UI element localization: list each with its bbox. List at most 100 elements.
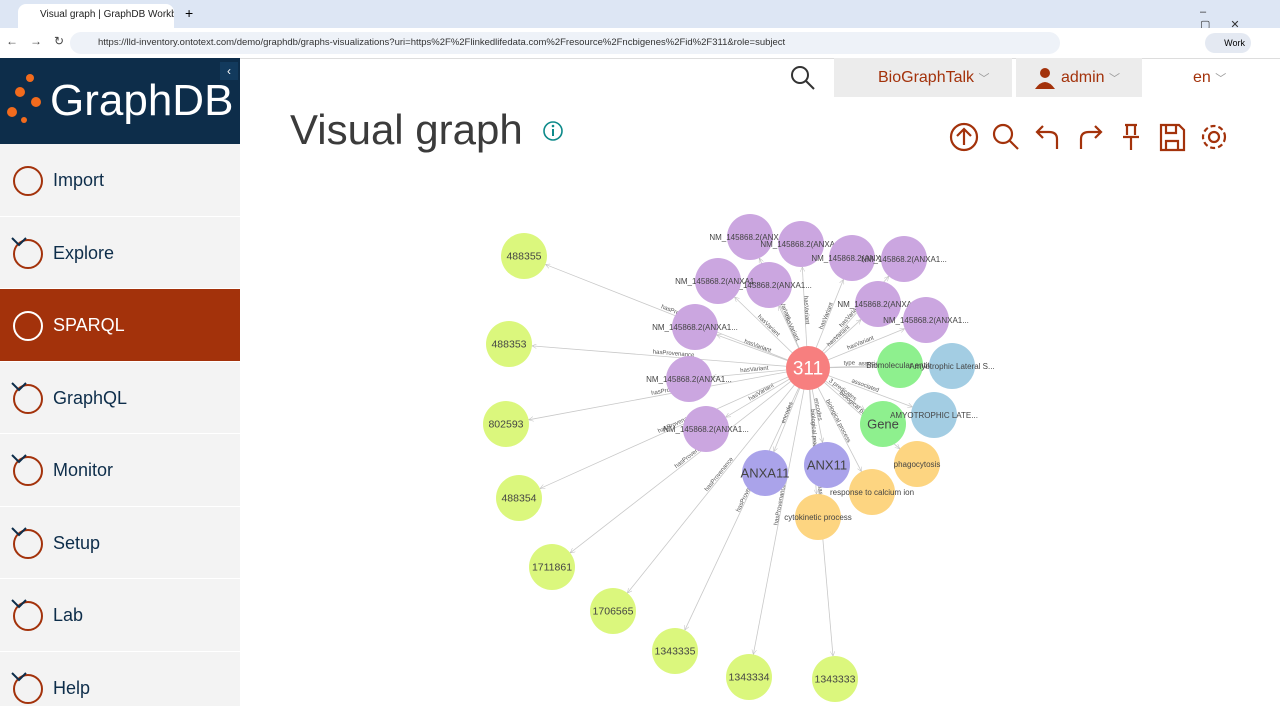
tab[interactable]: Visual graph | GraphDB Workbe — [18, 4, 174, 28]
user-menu[interactable]: admin ﹀ — [1016, 58, 1142, 97]
edge-label: associated — [851, 378, 880, 394]
menu-item[interactable]: Monitor — [0, 434, 240, 507]
collapse[interactable]: ‹ — [220, 62, 238, 80]
menu-item[interactable]: Lab — [0, 579, 240, 652]
node[interactable]: Gene — [860, 401, 906, 447]
edge-label: encodes — [781, 401, 795, 424]
repository[interactable]: BioGraphTalk ﹀ — [834, 58, 1012, 97]
node-label: NM_145868.2(ANXA... — [837, 300, 918, 309]
node[interactable]: Amyotrophic Lateral S... — [909, 343, 994, 389]
redo[interactable] — [1081, 126, 1101, 149]
node[interactable]: 1711861 — [529, 544, 575, 590]
sidebar: GraphDB ‹ Import Explore SPARQL GraphQL Moni… — [0, 58, 240, 706]
edge-label: hasVariant — [802, 296, 810, 325]
menu-label: Lab — [53, 605, 83, 625]
node[interactable]: 1706565 — [590, 588, 636, 634]
menu-item[interactable]: Help — [0, 652, 240, 724]
chevron — [11, 672, 27, 682]
expand[interactable] — [951, 124, 977, 150]
nodes: 311NM_145868.2(ANXA...NM_145868.2(ANXA..… — [483, 214, 995, 702]
edge-label: hasProvenance — [704, 456, 735, 493]
menu-label: Explore — [53, 243, 114, 263]
logo[interactable]: GraphDB ‹ — [0, 58, 240, 144]
menu-icon — [11, 309, 45, 343]
node[interactable]: 1343333 — [812, 656, 858, 702]
settings[interactable] — [1203, 126, 1225, 148]
node-label: 802593 — [488, 419, 523, 431]
menu-label: SPARQL — [53, 315, 125, 335]
node[interactable]: ANX11 — [804, 442, 850, 488]
node-label: ANXA11 — [741, 466, 790, 481]
node-label: response to calcium ion — [830, 488, 914, 497]
menu-item[interactable]: Setup — [0, 507, 240, 580]
node-label: 488354 — [501, 493, 536, 505]
address-bar: ←→↻ https://lld-inventory.ontotext.com/d… — [0, 28, 1280, 59]
tab-bar: Visual graph | GraphDB Workbe + –▢✕ — [0, 0, 1280, 28]
node[interactable]: 1343334 — [726, 654, 772, 700]
node-label: 1343333 — [815, 674, 856, 686]
edge-label: biological process — [824, 399, 851, 444]
new-tab[interactable]: + — [185, 5, 193, 21]
menu-label: GraphQL — [53, 388, 127, 408]
menu-label: Setup — [53, 533, 100, 553]
node[interactable]: 488355 — [501, 233, 547, 279]
node-label: 311 — [793, 359, 823, 380]
node[interactable]: 1343335 — [652, 628, 698, 674]
menu-item[interactable]: GraphQL — [0, 362, 240, 435]
node[interactable]: NM_145868.2(ANXA1... — [861, 236, 947, 282]
save[interactable] — [1161, 125, 1184, 150]
node[interactable]: phagocytosis — [894, 441, 941, 487]
menu-label: Monitor — [53, 460, 113, 480]
menu-icon — [11, 164, 45, 198]
node-label: AMYOTROPHIC LATE... — [890, 411, 978, 420]
page-title: Visual graph — [290, 106, 523, 154]
menu-item[interactable]: SPARQL — [0, 289, 240, 362]
edge-label: type — [844, 360, 856, 366]
node-label: phagocytosis — [894, 460, 941, 469]
node-label: NM_145868.2(ANXA1... — [861, 255, 947, 264]
repository-name: BioGraphTalk — [878, 69, 974, 86]
node-label: 1706565 — [593, 606, 634, 618]
info-icon[interactable] — [542, 120, 564, 142]
menu: Import Explore SPARQL GraphQL Monitor Setup La… — [0, 144, 240, 724]
edge-label: hasVariant — [740, 366, 769, 375]
node-label: NM_145868.2(ANXA1... — [675, 277, 761, 286]
chevron — [11, 527, 27, 537]
search-graph[interactable] — [994, 125, 1018, 149]
node[interactable]: 802593 — [483, 401, 529, 447]
edge-label: hasVariant — [783, 314, 801, 342]
menu-item[interactable]: Import — [0, 144, 240, 217]
language[interactable]: en ﹀ — [1160, 58, 1240, 97]
node[interactable]: 488354 — [496, 475, 542, 521]
chevron — [11, 599, 27, 609]
edge-label: hasVariant — [847, 335, 876, 351]
undo[interactable] — [1037, 126, 1057, 149]
nav-buttons[interactable]: ←→↻ — [6, 34, 76, 48]
edge-label: hasVariant — [756, 314, 781, 338]
node-label: 1711861 — [532, 562, 572, 574]
language-code: en — [1193, 69, 1211, 86]
node[interactable]: NM_145868.2(ANXA1... — [663, 406, 749, 452]
node-label: 1343334 — [729, 672, 770, 684]
search[interactable] — [790, 58, 820, 97]
node[interactable]: cytokinetic process — [784, 494, 852, 540]
menu-item[interactable]: Explore — [0, 217, 240, 290]
node-label: NM_145868.2(ANXA1... — [883, 316, 969, 325]
pin[interactable] — [1123, 125, 1139, 150]
menu-label: Import — [53, 170, 104, 190]
node-label: NM_145868.2(ANXA1... — [663, 425, 749, 434]
page: Visual graph | GraphDB Workbe + –▢✕ ←→↻ … — [0, 0, 1280, 706]
node[interactable]: 311 — [786, 346, 830, 390]
node-label: 488355 — [506, 251, 541, 263]
node-label: NM_145868.2(ANXA... — [760, 240, 841, 249]
logo-icon — [4, 70, 44, 130]
node[interactable]: NM_145868.2(ANXA1... — [675, 258, 761, 304]
profile[interactable]: Work — [1205, 33, 1251, 53]
node[interactable]: NM_145868.2(ANXA... — [709, 214, 790, 260]
node[interactable]: 488353 — [486, 321, 532, 367]
edge-label: hasVariant — [748, 383, 776, 403]
url[interactable]: https://lld-inventory.ontotext.com/demo/… — [70, 32, 1060, 54]
graph-toolbar — [945, 117, 1235, 157]
user-name: admin — [1061, 69, 1105, 86]
